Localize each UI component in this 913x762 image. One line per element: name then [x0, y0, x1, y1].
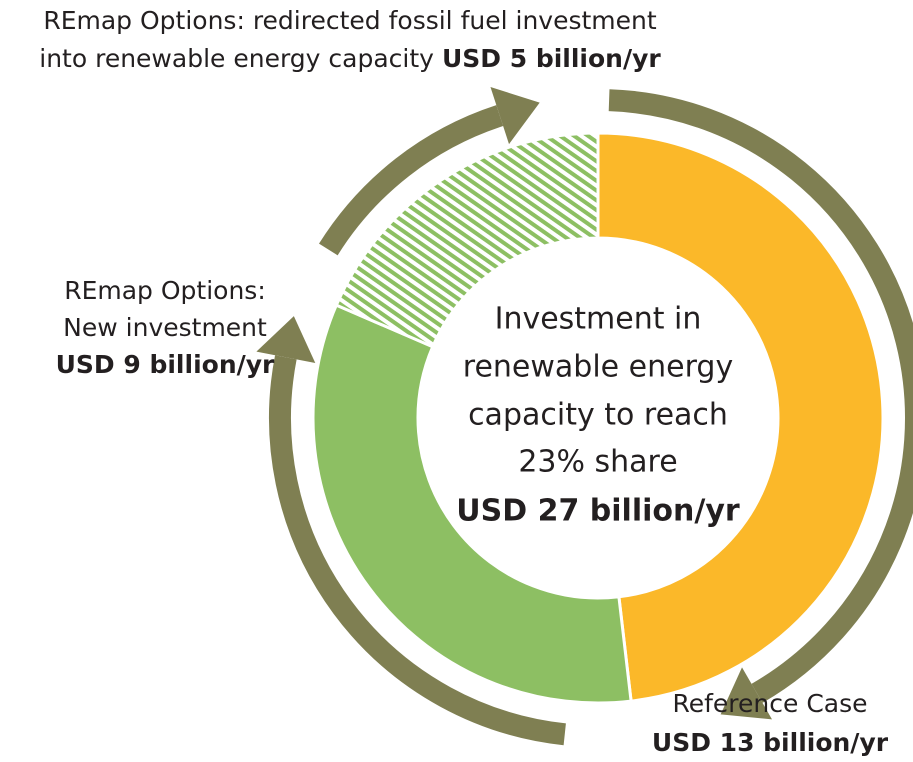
category-label-group: into renewable energy capacity USD 5 bill… [39, 44, 661, 73]
center-text: Investment in [495, 302, 702, 337]
value-label: USD 13 billion/yr [652, 728, 889, 757]
arrow-head [256, 316, 316, 364]
value-label: USD 5 billion/yr [442, 44, 661, 73]
value-label: USD 9 billion/yr [56, 350, 275, 379]
center-text: USD 27 billion/yr [456, 494, 740, 529]
cycle-arrow [608, 89, 913, 703]
category-label: REmap Options: [64, 276, 266, 305]
category-label: REmap Options: redirected fossil fuel in… [43, 6, 657, 35]
center-text: 23% share [518, 445, 677, 480]
category-label: Reference Case [672, 689, 867, 718]
center-text: renewable energy [463, 350, 733, 385]
center-text: capacity to reach [468, 398, 728, 433]
arrow-head [490, 87, 540, 145]
donut-segment [334, 131, 600, 349]
donut-segment [311, 303, 633, 705]
arrow-head [720, 667, 772, 720]
cycle-arrow [318, 105, 504, 256]
category-label: into renewable energy capacity [39, 44, 434, 73]
donut-segment [596, 131, 885, 703]
category-label: New investment [63, 313, 267, 342]
cycle-arrow [269, 355, 566, 746]
